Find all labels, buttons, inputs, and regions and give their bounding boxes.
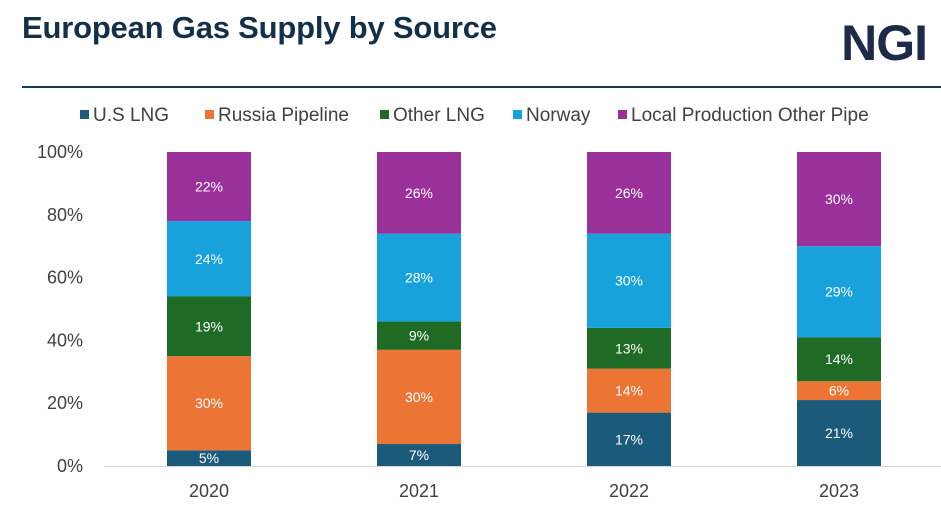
x-axis: 2020 2021 2022 2023 xyxy=(104,466,941,501)
bar-segment xyxy=(587,368,671,413)
legend-entry: Local Production Other Pipe xyxy=(631,105,869,126)
data-label: 13% xyxy=(615,340,643,356)
bar-segment xyxy=(797,246,881,338)
y-tick-label: 40% xyxy=(47,330,83,350)
y-tick-label: 100% xyxy=(37,142,83,162)
data-label: 7% xyxy=(409,447,429,463)
x-tick-label: 2020 xyxy=(189,481,229,501)
bars-group: 5% 30% 19% 24% 22% 7% 30% 9% 28% 26% 17% 14% 13% 30% 2… xyxy=(167,152,881,466)
data-label: 29% xyxy=(825,284,853,300)
data-label: 14% xyxy=(615,383,643,399)
data-label: 30% xyxy=(195,395,223,411)
bar-segment xyxy=(377,444,461,466)
legend-swatch xyxy=(80,110,89,119)
bar-segment xyxy=(587,233,671,328)
y-tick-label: 0% xyxy=(57,456,83,476)
chart-legend: U.S LNG Russia Pipeline Other LNG Norway Loc… xyxy=(80,105,869,126)
bar-segment xyxy=(167,296,251,357)
legend-entry: Other LNG xyxy=(393,105,485,126)
data-label: 22% xyxy=(195,179,223,195)
data-label: 14% xyxy=(825,351,853,367)
bar-segment xyxy=(377,152,461,234)
data-label: 5% xyxy=(199,450,219,466)
data-label: 26% xyxy=(405,185,433,201)
y-tick-label: 80% xyxy=(47,205,83,225)
y-axis: 0% 20% 40% 60% 80% 100% xyxy=(37,142,83,476)
data-label: 28% xyxy=(405,270,433,286)
x-tick-label: 2021 xyxy=(399,481,439,501)
bar-segment xyxy=(797,337,881,382)
header-divider xyxy=(22,86,941,88)
data-label: 17% xyxy=(615,431,643,447)
data-label: 19% xyxy=(195,318,223,334)
data-label: 30% xyxy=(615,273,643,289)
data-label: 30% xyxy=(825,191,853,207)
bar-segment xyxy=(797,152,881,247)
bar-segment xyxy=(587,412,671,466)
legend-swatch xyxy=(618,110,627,119)
data-label: 21% xyxy=(825,425,853,441)
x-tick-label: 2022 xyxy=(609,481,649,501)
bar-segment xyxy=(587,327,671,369)
data-label: 30% xyxy=(405,389,433,405)
page-title: European Gas Supply by Source xyxy=(22,10,497,45)
data-label: 24% xyxy=(195,251,223,267)
legend-entry: U.S LNG xyxy=(93,105,169,126)
bar-segment xyxy=(797,381,881,401)
bar-segment xyxy=(587,152,671,234)
legend-swatch xyxy=(513,110,522,119)
y-tick-label: 20% xyxy=(47,393,83,413)
data-label: 26% xyxy=(615,185,643,201)
bar-segment xyxy=(167,221,251,297)
x-tick-label: 2023 xyxy=(819,481,859,501)
legend-swatch xyxy=(205,110,214,119)
bar-segment xyxy=(377,321,461,350)
bar-segment xyxy=(167,152,251,222)
data-label: 6% xyxy=(829,383,849,399)
bar-segment xyxy=(797,400,881,466)
legend-swatch xyxy=(380,110,389,119)
legend-entry: Russia Pipeline xyxy=(218,105,349,126)
bar-segment xyxy=(167,356,251,451)
bar-segment xyxy=(167,450,251,466)
ngi-logo: NGI xyxy=(841,15,928,71)
bar-segment xyxy=(377,349,461,445)
bar-segment xyxy=(377,233,461,322)
y-tick-label: 60% xyxy=(47,268,83,288)
legend-entry: Norway xyxy=(526,105,591,126)
data-label: 9% xyxy=(409,328,429,344)
